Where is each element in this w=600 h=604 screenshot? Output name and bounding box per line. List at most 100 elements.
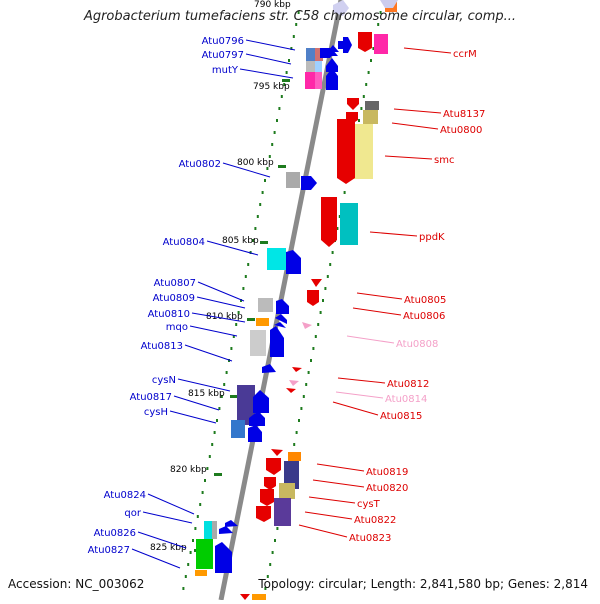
tick-mark xyxy=(300,407,303,410)
tick-mark xyxy=(259,203,262,206)
gene-label-left: mqo xyxy=(166,322,188,333)
tick-mark xyxy=(307,371,310,374)
gene-arrow xyxy=(337,119,355,184)
gene-box xyxy=(237,385,255,425)
tick-mark xyxy=(266,167,269,170)
tick-mark xyxy=(247,263,250,266)
gene-arrow xyxy=(380,0,398,8)
tick-mark xyxy=(331,251,334,254)
tick-mark xyxy=(237,311,240,314)
gene-arrow xyxy=(286,250,301,274)
tick-mark xyxy=(273,131,276,134)
scale-label: 815 kbp xyxy=(188,389,225,399)
gene-label-left: Atu0804 xyxy=(163,237,205,248)
gene-arrow xyxy=(326,68,338,90)
gene-arrow xyxy=(301,176,317,190)
gene-arrow xyxy=(338,37,352,53)
leader-line xyxy=(189,325,238,337)
gene-box xyxy=(267,248,286,270)
gene-label-left: cysH xyxy=(144,407,168,418)
tick-mark xyxy=(278,107,281,110)
gene-label-left: mutY xyxy=(212,65,239,76)
gene-label-right: Atu0800 xyxy=(440,125,482,136)
gene-arrow xyxy=(274,322,286,328)
scale-label: 805 kbp xyxy=(222,236,259,246)
tick-mark xyxy=(372,47,375,50)
gene-label-left: Atu0827 xyxy=(88,545,130,556)
tick-mark xyxy=(322,299,324,302)
gene-label-left: Atu0817 xyxy=(130,392,172,403)
leader-line xyxy=(239,68,294,79)
gene-label-right: Atu0815 xyxy=(380,411,422,422)
leader-line xyxy=(335,391,384,399)
tick-mark xyxy=(196,515,199,518)
gene-arrow xyxy=(256,506,271,522)
gene-label-right: smc xyxy=(434,155,454,166)
gene-label-right: Atu0805 xyxy=(404,295,446,306)
leader-line xyxy=(245,53,292,65)
gene-arrow xyxy=(225,520,238,527)
leader-line xyxy=(332,401,379,416)
tick-mark xyxy=(216,419,218,422)
tick-mark xyxy=(283,83,286,86)
tick-mark xyxy=(274,539,276,542)
leader-line xyxy=(245,39,296,51)
leader-line xyxy=(337,377,386,384)
gene-label-left: qor xyxy=(124,508,141,519)
tick-mark xyxy=(240,299,242,302)
tick-mark xyxy=(194,527,197,530)
tick-mark xyxy=(232,335,235,338)
gene-arrow xyxy=(321,197,337,247)
gene-arrow xyxy=(286,388,296,393)
tick-mark xyxy=(338,215,341,218)
tick-mark xyxy=(298,419,300,422)
tick-mark xyxy=(358,119,360,122)
leader-line xyxy=(222,162,271,178)
gene-label-left: Atu0796 xyxy=(202,36,244,47)
gene-arrow xyxy=(271,449,283,456)
leader-line xyxy=(196,296,246,309)
gene-arrow xyxy=(307,290,319,306)
major-tick xyxy=(260,241,268,244)
tick-mark xyxy=(201,491,204,494)
tick-mark xyxy=(370,59,372,62)
gene-arrow xyxy=(253,390,269,413)
gene-box xyxy=(204,521,213,539)
leader-line xyxy=(346,335,395,344)
tick-mark xyxy=(276,527,279,530)
gene-arrow xyxy=(240,594,250,600)
tick-mark xyxy=(343,191,346,194)
gene-label-left: Atu0807 xyxy=(154,278,196,289)
tick-mark xyxy=(199,503,202,506)
tick-mark xyxy=(280,95,283,98)
scale-labels: 790 kbp 795 kbp 800 kbp 805 kbp 810 kbp 815 k… xyxy=(150,0,291,553)
leader-line xyxy=(169,410,217,424)
leader-line xyxy=(312,479,365,488)
tick-mark xyxy=(189,551,192,554)
major-tick xyxy=(247,318,255,321)
tick-mark xyxy=(295,431,298,434)
gene-box xyxy=(196,539,213,569)
gene-box xyxy=(315,48,323,61)
map-title: Agrobacterium tumefaciens str. C58 chrom… xyxy=(83,9,517,24)
gene-label-right: Atu0822 xyxy=(354,515,396,526)
tick-mark xyxy=(235,323,238,326)
tick-mark xyxy=(314,335,317,338)
gene-box xyxy=(231,420,245,438)
gene-box xyxy=(315,61,322,72)
gene-arrow xyxy=(333,0,349,16)
gene-arrow xyxy=(264,477,276,490)
tick-mark xyxy=(213,431,216,434)
gene-label-left: Atu0797 xyxy=(202,50,244,61)
gene-labels: Atu0796 Atu0797 mutY Atu0802 Atu0804 Atu0807 A… xyxy=(88,36,485,569)
gene-arrow xyxy=(270,326,284,357)
gene-label-left: Atu0824 xyxy=(104,490,146,501)
tick-mark xyxy=(292,35,295,38)
gene-box xyxy=(256,318,269,326)
gene-box xyxy=(306,48,315,61)
tick-mark xyxy=(256,215,259,218)
gene-label-right: ccrM xyxy=(453,49,477,60)
gene-box xyxy=(258,298,273,312)
leader-line xyxy=(298,524,348,538)
tick-mark xyxy=(367,71,370,74)
